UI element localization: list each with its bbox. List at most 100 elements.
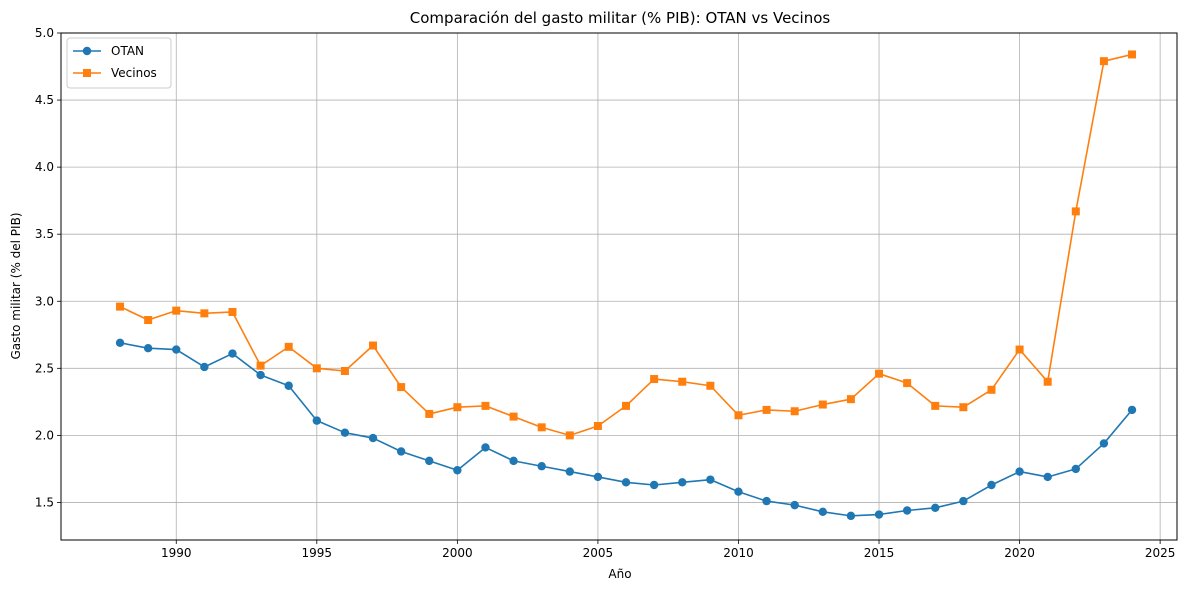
data-point <box>931 401 940 410</box>
data-point <box>509 456 518 466</box>
data-point <box>846 395 855 404</box>
data-point <box>1071 207 1080 216</box>
data-point <box>172 345 181 354</box>
data-point <box>396 447 406 456</box>
data-point <box>1099 439 1109 448</box>
data-point <box>1099 57 1108 66</box>
data-point <box>1128 50 1137 59</box>
data-point <box>902 506 912 515</box>
data-point <box>1127 405 1137 415</box>
data-point <box>790 500 799 510</box>
x-tick-label: 2010 <box>723 546 754 560</box>
data-point <box>537 423 546 432</box>
legend-marker <box>83 69 91 77</box>
series-layer <box>115 50 1137 521</box>
data-point <box>200 309 209 318</box>
data-point <box>959 403 968 412</box>
data-point <box>200 362 209 372</box>
data-point <box>143 343 153 353</box>
data-point <box>762 496 771 506</box>
data-point <box>650 375 659 384</box>
data-point <box>481 401 490 410</box>
data-point <box>312 416 322 425</box>
data-point <box>453 403 462 412</box>
data-point <box>509 412 518 421</box>
data-point <box>144 316 153 325</box>
data-point <box>453 466 462 475</box>
data-point <box>565 467 575 476</box>
data-point <box>172 306 181 315</box>
data-point <box>706 475 715 484</box>
legend-item: OTAN <box>73 44 144 58</box>
data-point <box>931 503 940 513</box>
data-point <box>622 401 631 410</box>
grid <box>61 32 1177 540</box>
x-tick-label: 2005 <box>583 546 614 560</box>
data-point <box>790 407 799 416</box>
data-point <box>706 381 715 390</box>
series-vecinos <box>116 50 1137 440</box>
data-point <box>818 507 828 517</box>
data-point <box>649 480 659 490</box>
data-point <box>1015 467 1024 476</box>
data-point <box>1043 377 1052 386</box>
legend: OTAN Vecinos <box>66 37 172 89</box>
data-point <box>678 377 687 386</box>
data-point <box>734 411 743 420</box>
y-tick-label: 2.0 <box>35 428 54 442</box>
data-point <box>284 381 293 390</box>
x-tick-label: 2015 <box>864 546 895 560</box>
data-point <box>875 369 884 378</box>
data-point <box>959 496 968 506</box>
data-point <box>481 443 490 452</box>
data-point <box>1043 472 1052 482</box>
data-point <box>537 462 546 471</box>
data-point <box>284 342 293 351</box>
data-point <box>678 478 687 487</box>
data-point <box>369 341 378 350</box>
x-tick-label: 1995 <box>302 546 333 560</box>
y-tick-label: 4.0 <box>35 160 54 174</box>
y-axis: 1.5 2.0 2.5 3.0 3.5 4.0 4.5 5.0 <box>35 26 61 509</box>
x-axis: 1990 1995 2000 2005 2010 2015 2020 2025 <box>161 540 1175 560</box>
data-point <box>340 428 350 437</box>
data-point <box>256 370 265 380</box>
x-tick-label: 2025 <box>1145 546 1176 560</box>
y-tick-label: 2.5 <box>35 361 54 375</box>
legend-label: Vecinos <box>111 66 157 80</box>
data-point <box>903 379 912 388</box>
plot-frame <box>60 32 1178 541</box>
data-point <box>1071 464 1081 474</box>
legend-label: OTAN <box>111 44 144 58</box>
data-point <box>228 307 237 316</box>
y-tick-label: 5.0 <box>35 26 54 40</box>
data-point <box>256 361 265 370</box>
data-point <box>368 433 378 443</box>
legend-item: Vecinos <box>73 66 157 80</box>
data-point <box>874 510 884 519</box>
x-tick-label: 2000 <box>442 546 473 560</box>
y-tick-label: 3.0 <box>35 294 54 308</box>
data-point <box>425 456 434 466</box>
data-point <box>1015 345 1024 354</box>
data-point <box>846 511 856 521</box>
y-tick-label: 3.5 <box>35 227 54 241</box>
chart-title: Comparación del gasto militar (% PIB): O… <box>410 9 831 27</box>
y-axis-title: Gasto militar (% del PIB) <box>9 213 23 360</box>
legend-marker <box>82 46 92 56</box>
data-point <box>593 472 603 482</box>
data-point <box>987 385 996 394</box>
data-point <box>818 400 827 409</box>
x-axis-title: Año <box>608 567 631 581</box>
data-point <box>116 302 125 311</box>
data-point <box>734 487 743 496</box>
data-point <box>621 478 631 487</box>
x-tick-label: 1990 <box>161 546 192 560</box>
data-point <box>593 421 602 430</box>
y-tick-label: 4.5 <box>35 93 54 107</box>
data-point <box>228 349 237 358</box>
y-tick-label: 1.5 <box>35 495 54 509</box>
data-point <box>565 431 574 440</box>
